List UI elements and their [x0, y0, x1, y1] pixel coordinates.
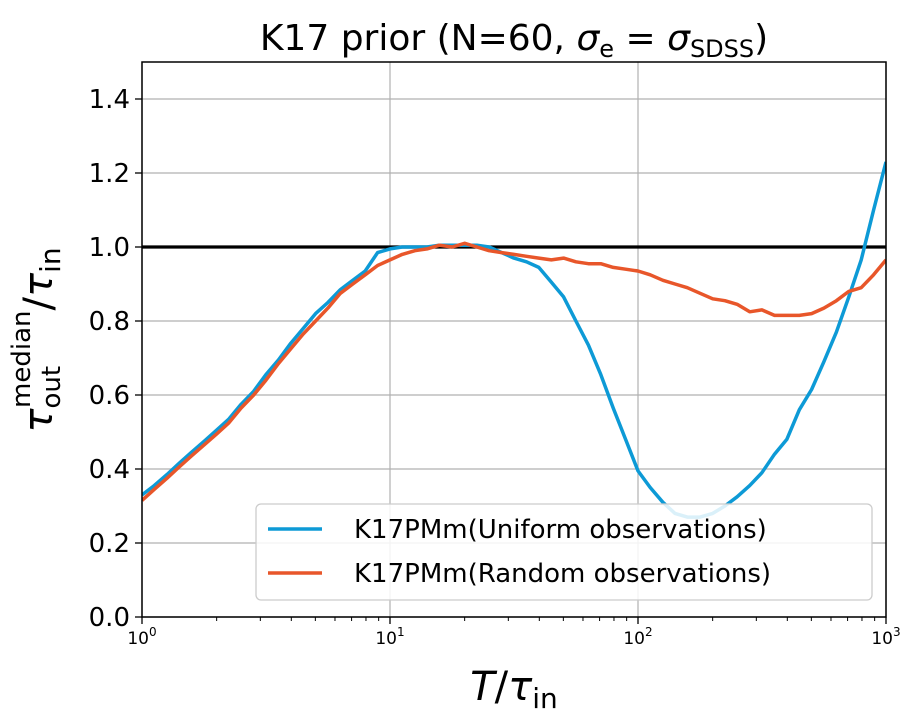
series-line-uniform: [142, 161, 886, 519]
x-axis-label: T/τin: [470, 664, 558, 715]
series-line-random: [142, 241, 886, 502]
x-tick-label: 102: [623, 625, 652, 649]
y-tick-label: 0.8: [89, 307, 130, 337]
y-tick-label: 1.4: [89, 85, 130, 115]
y-tick-label: 0.6: [89, 381, 130, 411]
legend: K17PMm(Uniform observations) K17PMm(Rando…: [255, 503, 873, 601]
legend-box: [255, 503, 873, 601]
y-tick-label: 0.4: [89, 455, 130, 485]
x-tick-label: 101: [375, 625, 404, 649]
x-tick-label: 103: [871, 625, 900, 649]
plot-area: 100 101 102 103 0.0 0.2 0.4 0.6 0.8 1.0 1.2 1.4 K17P…: [89, 61, 901, 649]
y-tick-label: 0.2: [89, 529, 130, 559]
legend-label: K17PMm(Random observations): [354, 559, 771, 589]
plot-frame: [141, 61, 887, 618]
y-tick-label: 0.0: [89, 603, 130, 633]
x-tick-label: 100: [127, 625, 156, 649]
chart-title: K17 prior (N=60, σe = σSDSS): [260, 18, 768, 63]
y-tick-label: 1.2: [89, 159, 130, 189]
y-axis-label: τoutmedian/τin: [7, 247, 67, 432]
y-tick-label: 1.0: [89, 233, 130, 263]
series-group: [142, 161, 886, 519]
legend-label: K17PMm(Uniform observations): [354, 515, 767, 545]
